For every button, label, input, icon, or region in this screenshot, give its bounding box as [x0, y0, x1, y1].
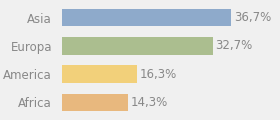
- Text: 16,3%: 16,3%: [140, 68, 177, 81]
- Text: 32,7%: 32,7%: [216, 39, 253, 52]
- Bar: [62, 9, 231, 26]
- Bar: [62, 65, 137, 83]
- Text: 14,3%: 14,3%: [130, 96, 168, 109]
- Bar: [62, 94, 128, 111]
- Text: 36,7%: 36,7%: [234, 11, 271, 24]
- Bar: [62, 37, 213, 55]
